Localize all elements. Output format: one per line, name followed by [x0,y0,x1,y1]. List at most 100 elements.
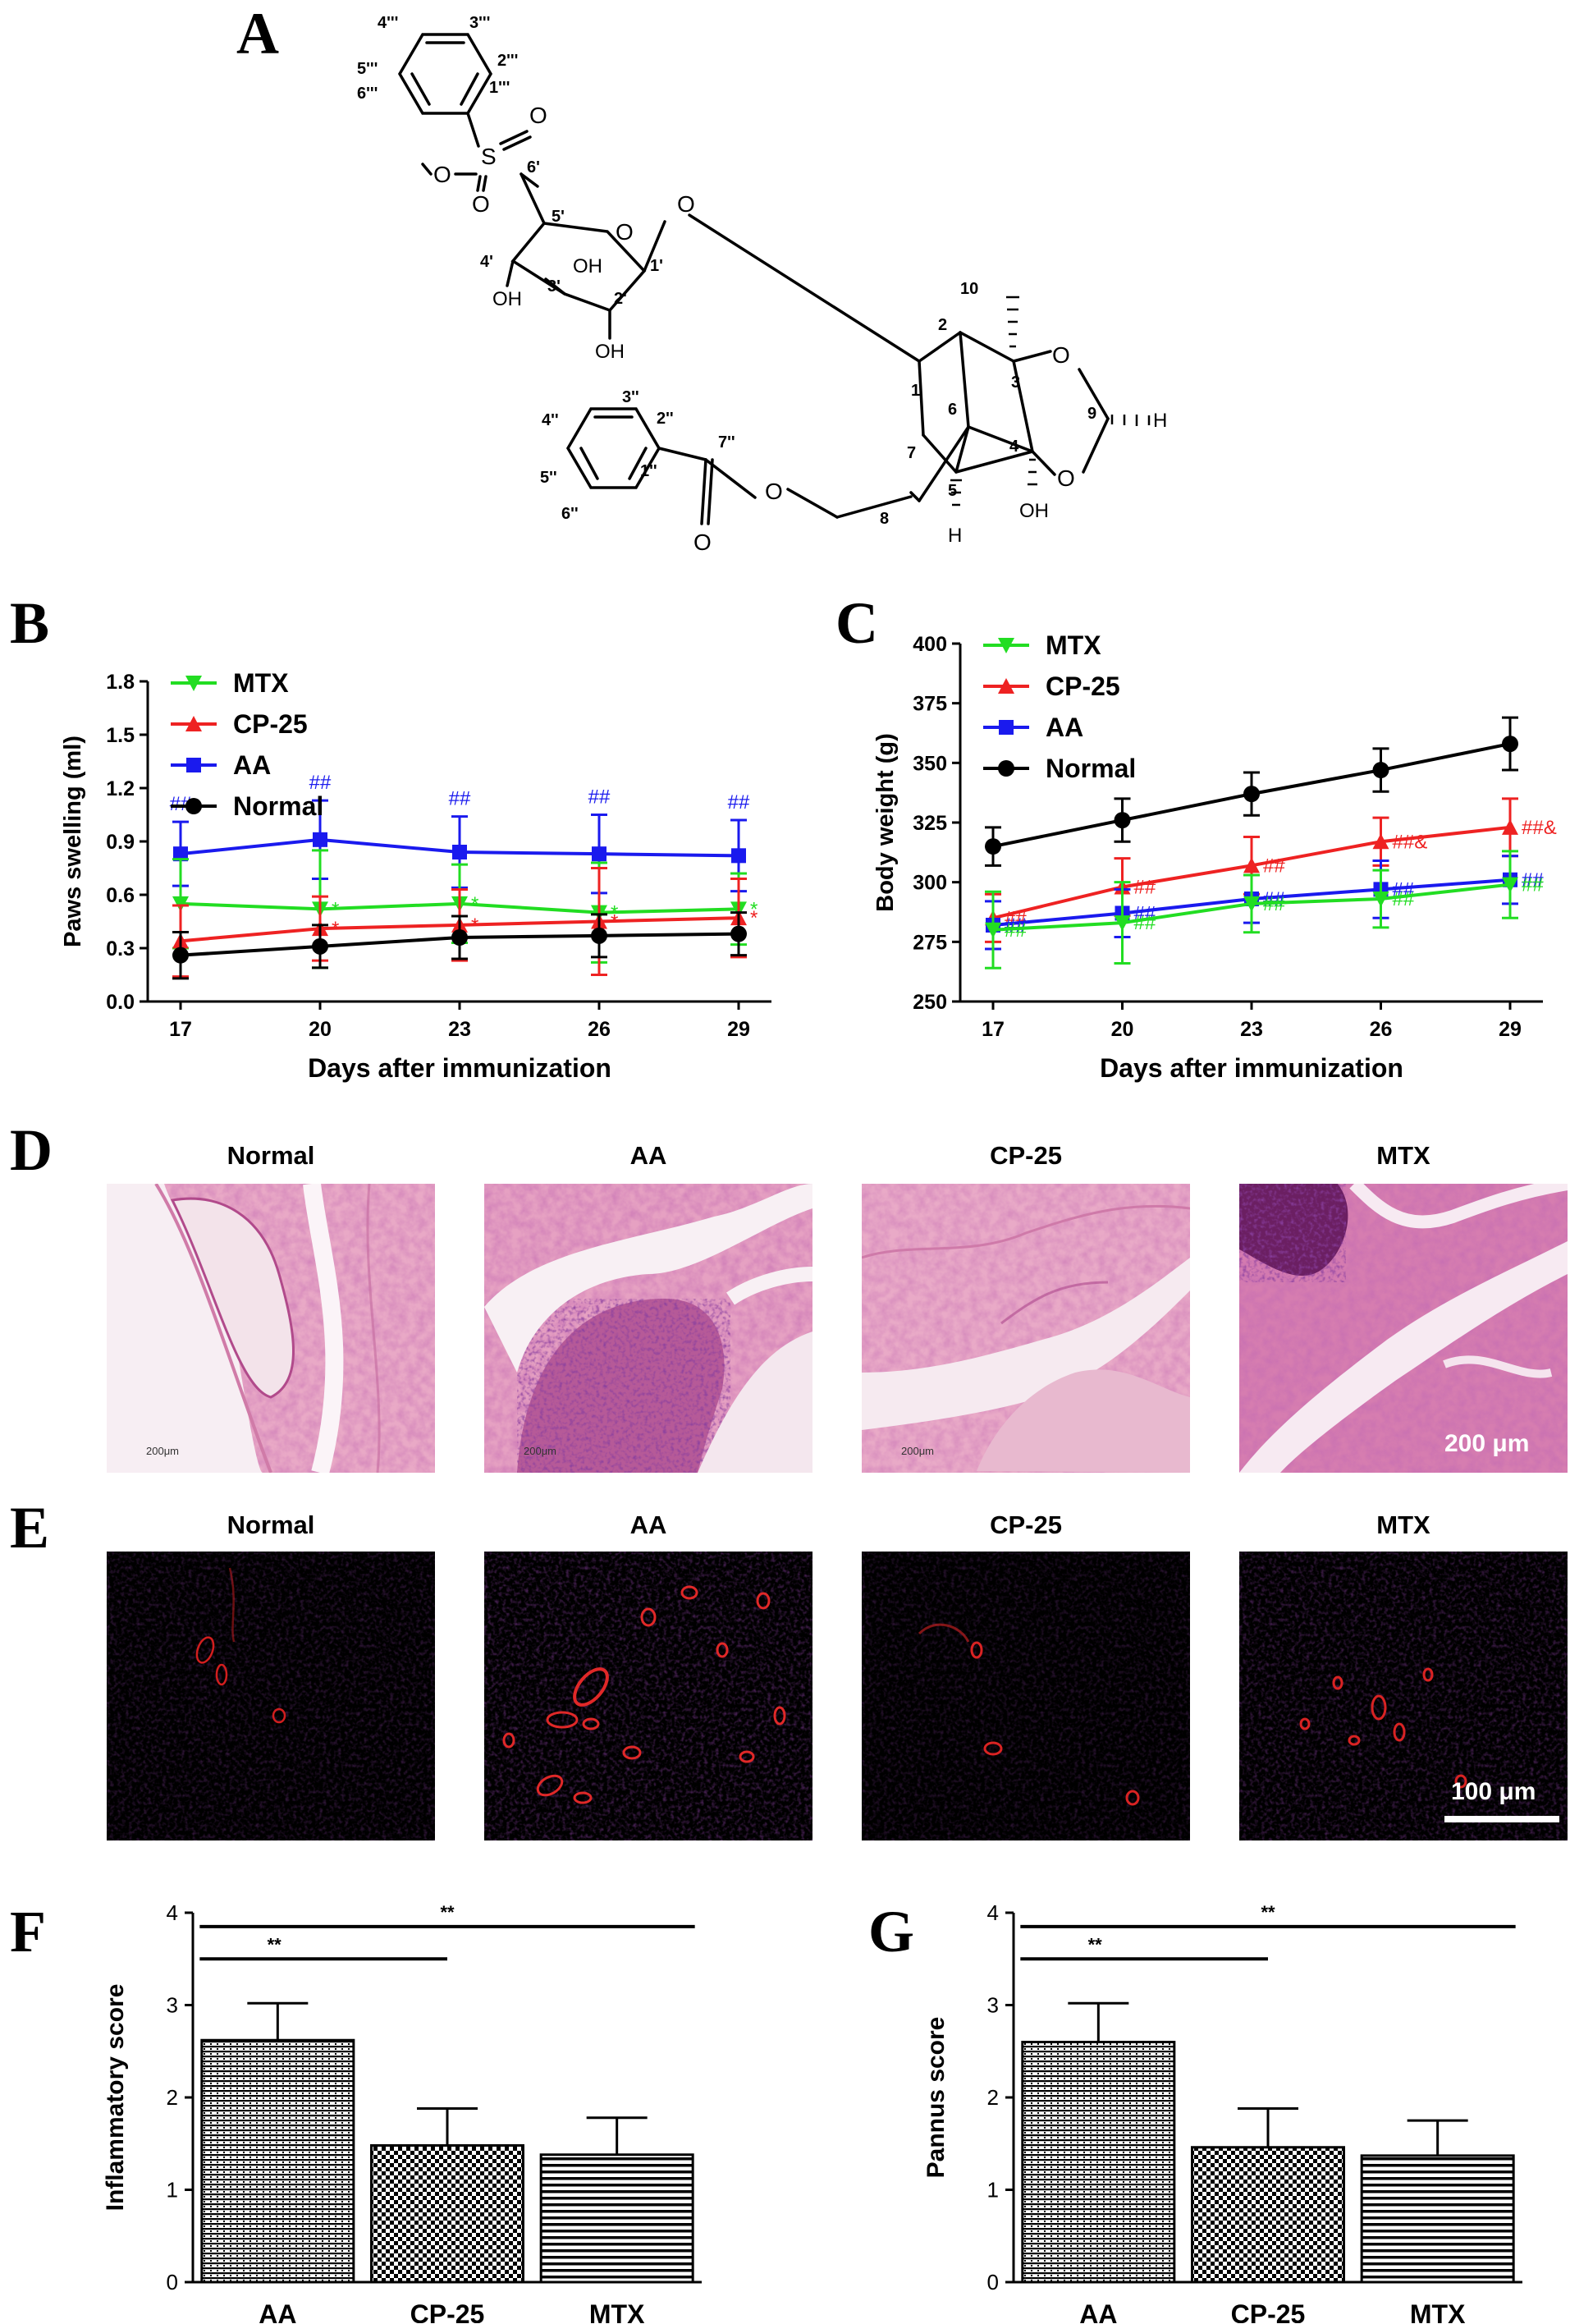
num-6ppp: 6''' [357,85,378,103]
atom-oh-cage: OH [1019,500,1049,522]
he-scale-normal: 200μm [146,1445,180,1457]
legend-label: Normal [233,791,323,821]
data-point [451,929,468,946]
data-point [1243,786,1260,803]
if-scale-mtx: 100 μm [1451,1778,1536,1805]
atom-h-5: H [948,525,962,547]
data-point [1243,896,1260,912]
series-normal [985,716,1518,867]
y-tick-label: 1.5 [106,724,135,747]
data-point [1502,818,1518,835]
atom-h-9: H [1153,410,1167,432]
y-tick-label: 0 [987,2270,999,2294]
significance-mark: ## [1005,919,1027,942]
category-label: CP-25 [410,2299,485,2323]
sugar-c6-bond [520,172,539,188]
num-2: 2 [938,316,947,334]
num-1pp: 1'' [640,462,657,480]
significance-mark: * [471,914,478,937]
significance-mark: ## [1263,888,1285,910]
significance-label: ** [1088,1934,1103,1955]
data-point [1243,857,1260,873]
y-tick-label: 400 [913,633,947,656]
num-6: 6 [948,401,957,419]
num-3ppp: 3''' [469,14,490,32]
significance-label: ** [268,1934,282,1955]
significance-mark: * [750,898,758,920]
num-2pp: 2'' [657,410,674,428]
y-tick-label: 3 [987,1993,999,2018]
series-cp-25: ########&##& [985,797,1557,943]
he-scale-mtx: 200 μm [1444,1430,1530,1457]
x-tick-label: 20 [309,1018,332,1041]
if-title-cp25: CP-25 [990,1510,1062,1539]
chart-paws-swelling: 0.0 0.3 0.6 0.9 1.2 1.5 1.8 17 20 23 26 29 Days afte… [60,668,771,1083]
data-point [452,845,467,859]
y-axis-label: Paws swelling (ml) [60,736,86,947]
data-point [592,846,606,862]
significance-mark: ## [728,791,750,814]
category-label: MTX [1410,2299,1466,2323]
y-tick-label: 375 [913,693,947,716]
bar-mtx [1360,2154,1515,2284]
num-1ppp: 1''' [489,79,510,97]
legend-label: Normal [1046,754,1136,783]
atom-o-carbonyl: O [693,529,712,555]
he-title-normal: Normal [227,1141,315,1170]
x-axis-label: Days after immunization [1100,1053,1403,1083]
y-tick-label: 350 [913,752,947,775]
significance-mark: ## [1393,888,1415,910]
num-5ppp: 5''' [357,60,378,78]
he-title-aa: AA [629,1141,667,1170]
data-point [1502,877,1518,893]
x-tick-label: 17 [982,1018,1005,1041]
panel-letter-e: E [10,1495,50,1561]
data-point [985,922,1001,938]
atom-oh-3: OH [573,255,602,277]
num-3p: 3' [547,277,561,296]
num-7: 7 [907,444,916,462]
atom-s: S [481,144,497,169]
num-4p: 4' [480,253,493,271]
legend: MTX CP-25 AA Normal [983,630,1136,783]
he-image-mtx: 200 μm [1239,1184,1568,1473]
significance-mark: ## [1134,912,1156,934]
y-tick-label: 3 [167,1993,178,2018]
significance-mark: ## [1005,907,1027,929]
category-label: AA [1079,2299,1117,2323]
num-4ppp: 4''' [378,14,398,32]
series-aa: ###### ## ## [170,772,750,895]
significance-mark: * [750,907,758,929]
y-axis-label: Inflammatory score [102,1984,129,2212]
y-axis-label: Pannus score [922,2017,950,2179]
x-tick-label: 29 [1499,1018,1522,1041]
atom-o-anomeric: O [677,191,695,217]
if-title-normal: Normal [227,1510,315,1539]
bar-cp-25 [370,2144,524,2284]
data-point [1372,833,1389,850]
x-tick-label: 23 [448,1018,471,1041]
y-axis-label: Body weight (g) [872,733,899,911]
legend-label: AA [1046,713,1083,742]
y-tick-label: 0.3 [106,937,135,960]
significance-mark: * [611,911,618,933]
significance-mark: ## [449,788,471,810]
legend-label: MTX [233,668,289,698]
significance-label: ** [1261,1902,1275,1923]
num-5p: 5' [552,208,565,226]
data-point [730,925,747,942]
x-tick-label: 17 [169,1018,192,1041]
panel-letter-c: C [835,590,878,656]
he-scale-aa: 200μm [524,1445,557,1457]
data-point [1372,892,1389,908]
legend-marker [185,716,202,731]
panel-letter-b: B [10,590,50,656]
significance-mark: ## [1263,855,1285,877]
x-tick-label: 23 [1240,1018,1263,1041]
num-1p: 1' [650,257,663,275]
if-scale-bar [1444,1816,1559,1822]
num-9: 9 [1087,405,1096,423]
chart-pannus-score: 0 1 2 3 4 Pannus score AA CP-25 MTX ** ** [922,1900,1522,2323]
data-point [985,838,1001,855]
legend-marker [185,676,202,691]
